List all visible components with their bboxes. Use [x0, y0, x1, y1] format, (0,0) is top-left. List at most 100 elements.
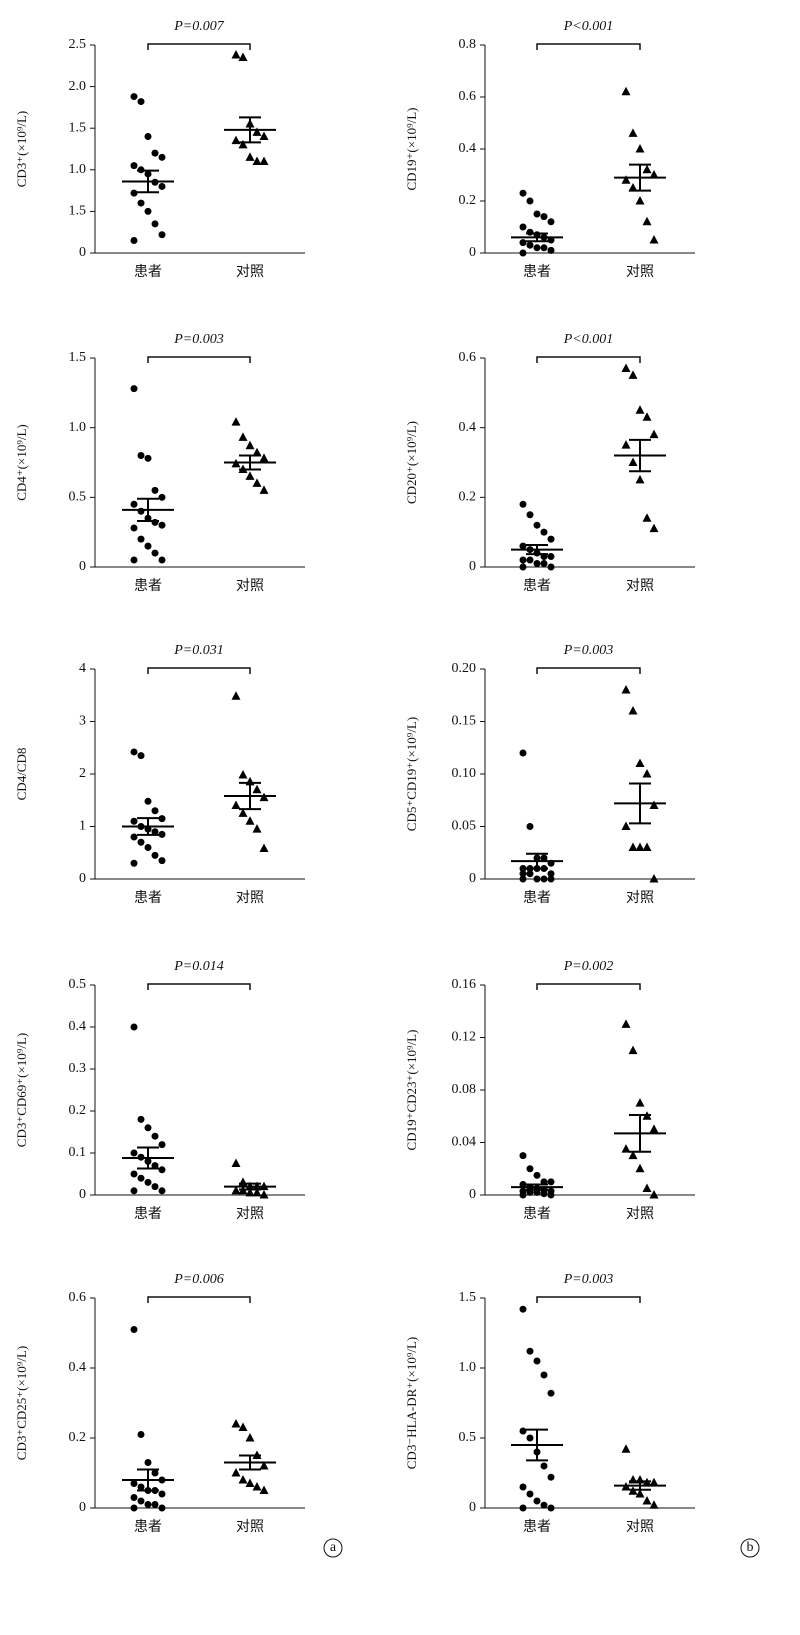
- y-tick-label: 0.2: [459, 490, 477, 505]
- y-tick-label: 2.0: [69, 79, 87, 94]
- point: [526, 228, 534, 236]
- point: [642, 1183, 652, 1192]
- point: [231, 691, 241, 700]
- point: [540, 1462, 548, 1470]
- point: [158, 1166, 166, 1174]
- point: [245, 1433, 255, 1442]
- y-tick-label: 0.2: [459, 193, 477, 208]
- point: [540, 1501, 548, 1509]
- point: [642, 216, 652, 226]
- error-bar: [239, 781, 261, 811]
- point: [231, 800, 241, 809]
- point: [151, 220, 159, 228]
- point: [245, 152, 255, 161]
- y-tick-label: 0.4: [459, 141, 477, 156]
- y-axis-label: CD19⁺(×10⁹/L): [404, 108, 419, 191]
- point: [137, 507, 145, 515]
- error-bar: [137, 1146, 159, 1170]
- error-bar: [526, 852, 548, 870]
- point: [245, 1187, 255, 1197]
- p-value: P=0.003: [563, 643, 614, 658]
- x-tick-label: 对照: [626, 264, 654, 280]
- x-tick-label: 对照: [626, 890, 654, 906]
- point: [635, 144, 645, 153]
- point: [533, 560, 541, 568]
- point: [252, 156, 262, 165]
- point: [151, 1162, 159, 1170]
- p-bracket: [536, 667, 641, 674]
- point: [130, 385, 138, 393]
- y-tick-label: 0.4: [69, 1019, 87, 1034]
- point: [238, 432, 248, 441]
- panel-circle: [323, 1538, 343, 1558]
- y-tick-label: 0: [469, 245, 476, 260]
- point: [628, 842, 638, 851]
- error-bar: [526, 1183, 548, 1191]
- x-tick-label: 患者: [523, 1206, 551, 1222]
- y-tick-label: 2: [79, 766, 86, 781]
- point: [130, 833, 138, 841]
- y-tick-label: 0.4: [69, 1360, 87, 1375]
- point: [130, 1187, 138, 1195]
- x-tick-label: 对照: [236, 1206, 264, 1222]
- point: [628, 706, 638, 715]
- point: [158, 1490, 166, 1498]
- y-tick-label: 1.0: [69, 162, 87, 177]
- point: [519, 556, 527, 564]
- point: [649, 874, 659, 883]
- point: [151, 1501, 159, 1508]
- point: [158, 153, 166, 161]
- point: [526, 556, 534, 564]
- p-value: P=0.007: [173, 19, 224, 34]
- y-tick-label: 0.6: [69, 1290, 87, 1305]
- point: [526, 1490, 534, 1498]
- y-tick-label: 4: [79, 661, 86, 676]
- point: [526, 1434, 534, 1442]
- point: [231, 1419, 241, 1428]
- point: [158, 1504, 166, 1512]
- point: [519, 249, 527, 257]
- point: [540, 213, 548, 221]
- y-axis-label: CD19⁺CD23⁺(×10⁹/L): [404, 1030, 419, 1151]
- point: [526, 1165, 534, 1173]
- point: [137, 1174, 145, 1182]
- panel-circle: [740, 1538, 760, 1558]
- y-tick-label: 0: [469, 1187, 476, 1202]
- point: [649, 1500, 659, 1509]
- point: [144, 207, 152, 215]
- x-tick-label: 对照: [626, 578, 654, 594]
- p-value: P=0.006: [173, 1272, 224, 1287]
- point: [547, 535, 555, 543]
- point: [621, 1019, 631, 1028]
- point: [547, 246, 555, 254]
- point: [519, 1305, 527, 1313]
- point: [526, 870, 534, 878]
- point: [540, 528, 548, 536]
- y-tick-label: 0.05: [452, 819, 477, 834]
- point: [151, 549, 159, 557]
- y-tick-label: 0.2: [69, 1103, 87, 1118]
- y-tick-label: 0.5: [69, 490, 87, 505]
- point: [540, 1371, 548, 1379]
- point: [151, 828, 159, 836]
- point: [635, 1098, 645, 1107]
- point: [649, 235, 659, 244]
- y-tick-label: 1.0: [459, 1360, 477, 1375]
- point: [628, 128, 638, 137]
- error-bar: [239, 454, 261, 471]
- y-axis-label: CD3⁺(×10⁹/L): [14, 111, 29, 188]
- point: [533, 244, 541, 252]
- point: [519, 500, 527, 508]
- error-bar: [137, 817, 159, 836]
- point: [547, 553, 555, 561]
- y-tick-label: 0.5: [459, 1430, 477, 1445]
- y-tick-label: 0.2: [69, 1430, 87, 1445]
- point: [519, 1483, 527, 1491]
- point: [151, 807, 159, 815]
- p-bracket: [536, 356, 641, 363]
- point: [144, 1501, 152, 1508]
- point: [635, 1163, 645, 1173]
- x-tick-label: 患者: [134, 890, 162, 906]
- point: [130, 189, 138, 197]
- point: [621, 1144, 631, 1153]
